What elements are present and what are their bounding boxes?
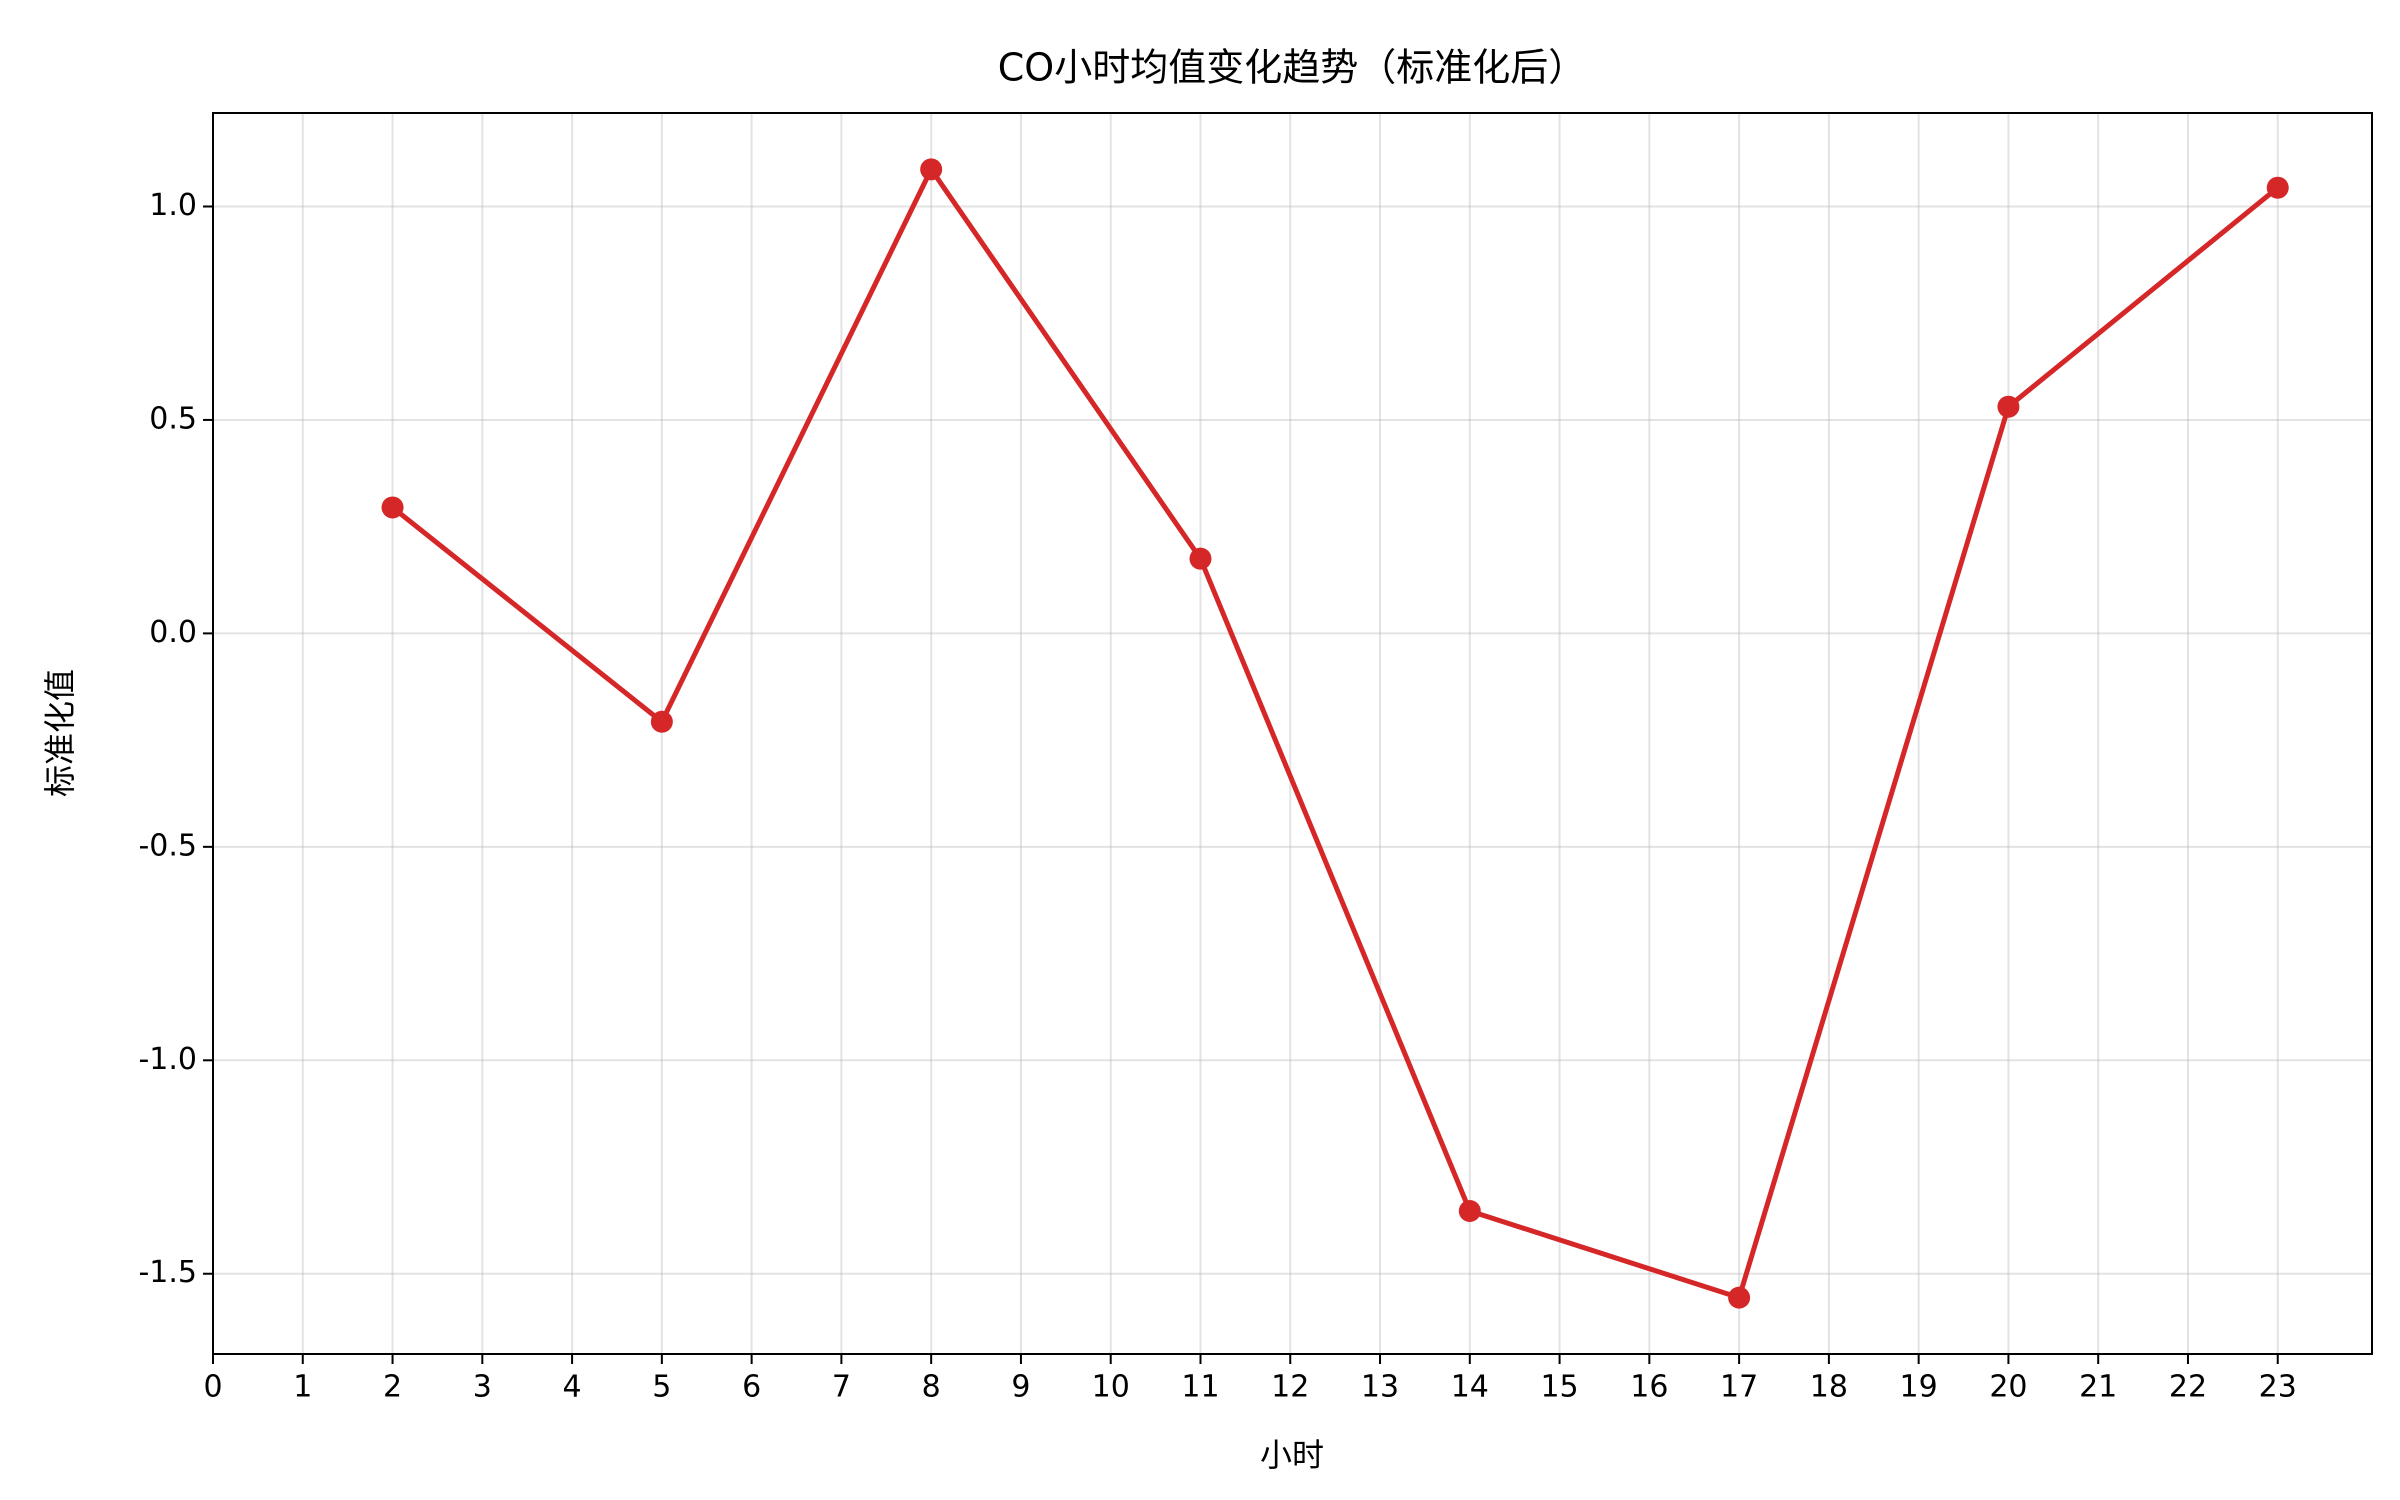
x-tick-label: 17 xyxy=(1720,1370,1758,1405)
x-tick-label: 13 xyxy=(1361,1370,1399,1405)
x-tick-label: 16 xyxy=(1630,1370,1668,1405)
x-tick-label: 7 xyxy=(832,1370,851,1405)
point xyxy=(1458,1199,1481,1222)
point xyxy=(650,710,673,733)
y-tick-label: -1.0 xyxy=(138,1042,197,1077)
y-tick-label: -0.5 xyxy=(138,828,197,863)
point xyxy=(2266,176,2289,199)
plot-frame xyxy=(212,112,2373,1355)
y-tick-label: -1.5 xyxy=(138,1255,197,1290)
x-tick-label: 15 xyxy=(1540,1370,1578,1405)
x-tick-label: 5 xyxy=(652,1370,671,1405)
chart-title: CO小时均值变化趋势（标准化后） xyxy=(998,46,1586,90)
y-axis-label: 标准化值 xyxy=(41,669,79,797)
y-tick-label: 0.5 xyxy=(149,401,197,436)
x-tick-label: 19 xyxy=(1900,1370,1938,1405)
x-tick-label: 23 xyxy=(2259,1370,2297,1405)
x-tick-label: 9 xyxy=(1011,1370,1030,1405)
x-tick-label: 10 xyxy=(1092,1370,1130,1405)
x-tick-label: 14 xyxy=(1451,1370,1489,1405)
x-tick-label: 3 xyxy=(473,1370,492,1405)
x-tick-label: 18 xyxy=(1810,1370,1848,1405)
y-tick-label: 1.0 xyxy=(149,188,197,223)
x-tick-label: 2 xyxy=(383,1370,402,1405)
point xyxy=(381,496,404,519)
point xyxy=(920,158,943,181)
point xyxy=(1189,547,1212,570)
x-tick-label: 20 xyxy=(1989,1370,2027,1405)
y-tick-label: 0.0 xyxy=(149,615,197,650)
x-tick-label: 8 xyxy=(922,1370,941,1405)
line xyxy=(390,166,2280,1301)
x-tick-label: 12 xyxy=(1271,1370,1309,1405)
x-tick-label: 4 xyxy=(563,1370,582,1405)
x-tick-label: 1 xyxy=(293,1370,312,1405)
x-tick-label: 0 xyxy=(203,1370,222,1405)
x-tick-label: 22 xyxy=(2169,1370,2207,1405)
x-axis-label: 小时 xyxy=(1260,1436,1324,1474)
x-tick-label: 11 xyxy=(1181,1370,1219,1405)
point xyxy=(1728,1286,1751,1309)
point xyxy=(1997,395,2020,418)
x-tick-label: 6 xyxy=(742,1370,761,1405)
x-tick-label: 21 xyxy=(2079,1370,2117,1405)
